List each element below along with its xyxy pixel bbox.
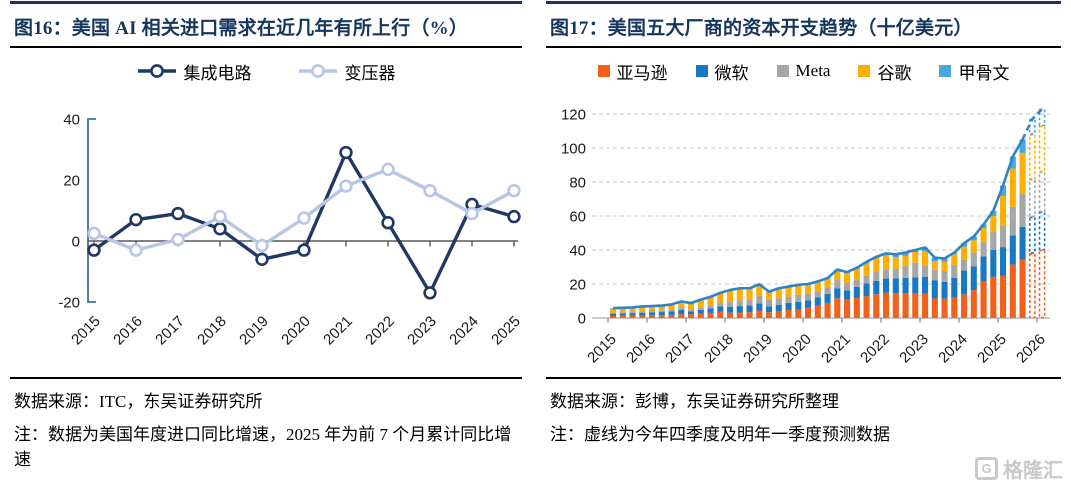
svg-text:2016: 2016 <box>623 331 659 366</box>
figure-17-bottom-rule <box>546 377 1061 379</box>
series-集成电路 <box>87 145 521 300</box>
svg-text:2023: 2023 <box>404 313 440 349</box>
svg-text:2019: 2019 <box>740 331 776 366</box>
legend-label: 集成电路 <box>183 63 252 83</box>
svg-text:20: 20 <box>63 173 80 190</box>
stacked-bars <box>610 108 1046 319</box>
legend-line-marker <box>298 64 337 78</box>
svg-text:2019: 2019 <box>236 313 272 349</box>
svg-text:2024: 2024 <box>446 313 482 349</box>
svg-text:2021: 2021 <box>818 331 854 366</box>
svg-text:2018: 2018 <box>194 313 230 349</box>
svg-text:40: 40 <box>63 112 80 129</box>
svg-text:2016: 2016 <box>110 313 146 349</box>
legend-swatch <box>776 65 789 77</box>
legend-item-微软: 微软 <box>695 59 749 84</box>
legend-label: 变压器 <box>344 63 396 83</box>
figure-17-title: 图17：美国五大厂商的资本开支趋势（十亿美元） <box>550 18 973 39</box>
svg-text:100: 100 <box>561 141 586 158</box>
svg-text:40: 40 <box>569 243 586 260</box>
legend-item-谷歌: 谷歌 <box>858 59 911 84</box>
svg-text:20: 20 <box>569 277 586 294</box>
svg-text:2015: 2015 <box>584 331 620 366</box>
legend-item-Meta: Meta <box>776 61 831 81</box>
figure-17-note: 注：虚线为今年四季度及明年一季度预测数据 <box>550 424 890 444</box>
figure-17-source: 数据来源：彭博，东吴证券研究所整理 <box>550 392 839 411</box>
svg-text:2021: 2021 <box>320 313 356 349</box>
svg-text:2017: 2017 <box>662 331 698 366</box>
figure-17-legend: 亚马逊 微软 Meta 谷歌 甲骨文 <box>546 48 1061 94</box>
figure-17-top-rule <box>546 1 1061 4</box>
legend-swatch <box>939 65 952 77</box>
legend-item-亚马逊: 亚马逊 <box>597 59 668 84</box>
gelonghui-watermark: G 格隆汇 <box>975 454 1063 483</box>
svg-text:2025: 2025 <box>488 313 522 349</box>
legend-line-marker <box>137 64 176 78</box>
total-capex-line <box>613 108 1043 310</box>
svg-text:-20: -20 <box>58 295 80 312</box>
legend-item-甲骨文: 甲骨文 <box>939 59 1009 84</box>
svg-text:0: 0 <box>578 311 586 328</box>
series-变压器 <box>87 162 521 257</box>
gelonghui-logo-icon: G <box>975 457 998 480</box>
x-axis: 2015 2016 2017 2018 2019 2020 2021 2022 2023 2024… <box>68 240 522 349</box>
legend-label: 亚马逊 <box>616 63 668 83</box>
gelonghui-watermark-text: 格隆汇 <box>1003 460 1063 482</box>
figure-16-title-rule <box>10 46 522 48</box>
svg-text:2025: 2025 <box>974 331 1010 366</box>
legend-label: 微软 <box>714 63 749 83</box>
svg-text:2022: 2022 <box>857 331 893 366</box>
svg-text:80: 80 <box>569 175 586 192</box>
svg-text:2020: 2020 <box>779 331 815 366</box>
svg-text:2024: 2024 <box>935 331 971 366</box>
y-axis: -20 0 20 40 <box>58 112 96 312</box>
figure-16-source: 数据来源：ITC，东吴证券研究所 <box>14 392 263 411</box>
svg-text:2018: 2018 <box>701 331 737 366</box>
figure-16-title: 图16：美国 AI 相关进口需求在近几年有所上行（%） <box>14 18 469 39</box>
legend-swatch <box>597 65 610 77</box>
figure-16-bottom-rule <box>10 377 522 379</box>
x-axis: 2015 2016 2017 2018 2019 2020 2021 2022 2023 2024… <box>584 318 1049 366</box>
figure-16-legend: 集成电路 变压器 <box>10 48 522 94</box>
svg-text:2015: 2015 <box>68 313 104 349</box>
legend-item-集成电路: 集成电路 <box>137 59 252 84</box>
legend-label: 谷歌 <box>877 63 912 83</box>
svg-text:2023: 2023 <box>896 331 932 366</box>
svg-text:2026: 2026 <box>1013 331 1049 366</box>
figure-16: 图16：美国 AI 相关进口需求在近几年有所上行（%） 集成电路 变压器 -20 0… <box>10 0 522 473</box>
figure-16-top-rule <box>10 1 522 4</box>
svg-text:2017: 2017 <box>152 313 188 349</box>
legend-swatch <box>858 65 871 77</box>
svg-text:60: 60 <box>569 209 586 226</box>
figure-17: 图17：美国五大厂商的资本开支趋势（十亿美元） 亚马逊 微软 Meta 谷歌 甲骨文 0… <box>546 0 1061 447</box>
legend-item-变压器: 变压器 <box>298 59 396 84</box>
legend-label: Meta <box>795 61 831 80</box>
svg-text:0: 0 <box>72 234 80 251</box>
svg-text:2022: 2022 <box>362 313 398 349</box>
figure-16-note: 注：数据为美国年度进口同比增速，2025 年为前 7 个月累计同比增速 <box>14 424 512 470</box>
figure-17-title-rule <box>546 46 1061 48</box>
svg-text:2020: 2020 <box>278 313 314 349</box>
legend-swatch <box>695 65 708 77</box>
svg-text:120: 120 <box>561 107 586 124</box>
legend-label: 甲骨文 <box>958 63 1010 83</box>
figure-16-chart: -20 0 20 40 2015 2016 2017 2018 2019 2020 2021 2022… <box>58 112 522 349</box>
